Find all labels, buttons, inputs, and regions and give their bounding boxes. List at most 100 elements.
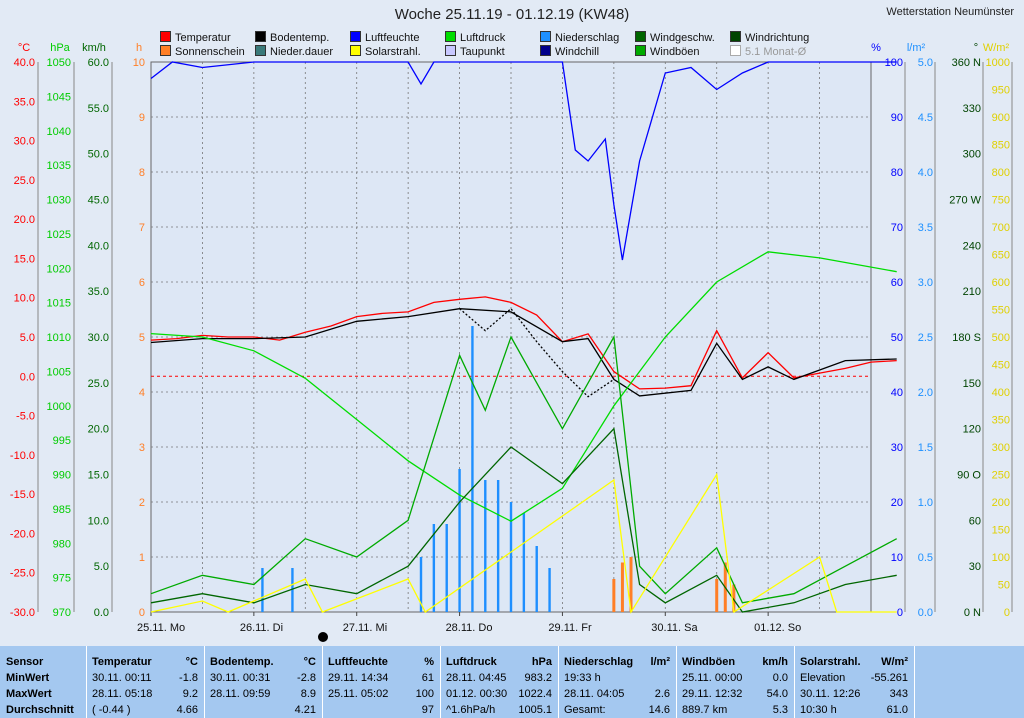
series-taupunkt	[459, 307, 615, 398]
axis-tick-label: 240	[963, 240, 981, 252]
bar-niederschlag	[458, 469, 461, 612]
axis-unit-label: °	[974, 42, 978, 54]
axis-tick-label: 10	[891, 552, 903, 564]
axis-tick-label: 180 S	[952, 332, 981, 344]
axis-tick-label: 150	[992, 525, 1010, 537]
day-label: 29.11. Fr	[548, 622, 592, 634]
legend-item-monat-avg[interactable]: 5.1 Monat-Ø	[730, 45, 806, 59]
axis-tick-label: 5.0	[94, 561, 109, 573]
axis-tick-label: 300	[963, 149, 981, 161]
axis-tick-label: 1020	[47, 263, 71, 275]
axis-tick-label: 1000	[986, 57, 1010, 69]
legend-item-niederdauer[interactable]: Nieder.dauer	[255, 45, 333, 59]
axis-tick-label: 1030	[47, 195, 71, 207]
axis-tick-label: 210	[963, 286, 981, 298]
axis-tick-label: 350	[992, 415, 1010, 427]
stats-col-rain: Niederschlag l/m² 19:33 h 28.11. 04:05 2.6…	[558, 646, 677, 718]
axis-tick-label: 10.0	[14, 293, 35, 305]
bar-niederschlag	[419, 557, 423, 612]
legend-swatch	[350, 31, 361, 42]
legend-item-windrichtung[interactable]: Windrichtung	[730, 31, 809, 45]
station-name: Wetterstation Neumünster	[886, 6, 1014, 18]
legend-item-temperatur[interactable]: Temperatur	[160, 31, 231, 45]
day-label: 26.11. Di	[240, 622, 283, 634]
axis-unit-label: W/m²	[983, 42, 1010, 54]
axis-tick-label: 20	[891, 497, 903, 509]
bar-niederschlag	[471, 326, 474, 612]
axis-tick-label: 600	[992, 277, 1010, 289]
axis-tick-label: 60	[891, 277, 903, 289]
bar-sonnenschein	[732, 584, 736, 612]
axis-tick-label: 60	[969, 515, 981, 527]
legend-swatch	[160, 31, 171, 42]
bar-sonnenschein	[715, 579, 719, 612]
axis-tick-label: 750	[992, 195, 1010, 207]
bar-sonnenschein	[629, 557, 633, 612]
axis-tick-label: 995	[53, 435, 71, 447]
bar-sonnenschein	[620, 562, 624, 612]
axis-tick-label: 4.5	[918, 112, 933, 124]
legend-item-bodentemp[interactable]: Bodentemp.	[255, 31, 329, 45]
axis-tick-label: 2.0	[918, 387, 933, 399]
legend-checkbox[interactable]	[730, 45, 741, 56]
axis-tick-label: 1035	[47, 160, 71, 172]
axis-tick-label: 50.0	[88, 149, 109, 161]
axis-tick-label: 550	[992, 305, 1010, 317]
axis-tick-label: 30.0	[88, 332, 109, 344]
axis-tick-label: 0 N	[964, 607, 981, 619]
axis-tick-label: 1.5	[918, 442, 933, 454]
axis-tick-label: 1015	[47, 298, 71, 310]
day-label: 27.11. Mi	[343, 622, 387, 634]
legend-item-taupunkt[interactable]: Taupunkt	[445, 45, 505, 59]
legend-item-luftfeuchte[interactable]: Luftfeuchte	[350, 31, 419, 45]
axis-tick-label: 100	[992, 552, 1010, 564]
axis-tick-label: 980	[53, 538, 71, 550]
axis-tick-label: -20.0	[10, 528, 35, 540]
axis-tick-label: 80	[891, 167, 903, 179]
axis-tick-label: 40.0	[88, 240, 109, 252]
axis-tick-label: 400	[992, 387, 1010, 399]
legend-swatch	[445, 31, 456, 42]
legend-item-luftdruck[interactable]: Luftdruck	[445, 31, 505, 45]
axis-tick-label: 3.0	[918, 277, 933, 289]
axis-tick-label: -15.0	[10, 489, 35, 501]
axis-tick-label: 950	[992, 85, 1010, 97]
axis-tick-label: 700	[992, 222, 1010, 234]
axis-tick-label: 0.0	[20, 371, 35, 383]
axis-unit-label: km/h	[82, 42, 106, 54]
series-bodentemp	[150, 308, 897, 397]
axis-tick-label: 25.0	[14, 175, 35, 187]
bar-niederschlag	[509, 502, 513, 612]
legend-item-windboeen[interactable]: Windböen	[635, 45, 700, 59]
legend-swatch	[255, 45, 266, 56]
bar-niederschlag	[484, 480, 487, 612]
axis-tick-label: 45.0	[88, 195, 109, 207]
legend-item-niederschlag[interactable]: Niederschlag	[540, 31, 619, 45]
axis-tick-label: 985	[53, 504, 71, 516]
axis-tick-label: 20.0	[88, 424, 109, 436]
axis-tick-label: 2	[139, 497, 145, 509]
axis-unit-label: °C	[18, 42, 30, 54]
chart-title: Woche 25.11.19 - 01.12.19 (KW48)	[394, 6, 630, 23]
legend-item-windgeschw[interactable]: Windgeschw.	[635, 31, 715, 45]
axis-tick-label: 90 O	[957, 470, 981, 482]
legend-swatch	[160, 45, 171, 56]
bar-niederschlag	[291, 568, 294, 612]
axis-tick-label: 3	[139, 442, 145, 454]
axis-tick-label: 1005	[47, 366, 71, 378]
axis-tick-label: 35.0	[14, 96, 35, 108]
series-luftfeuchte	[150, 61, 897, 261]
axis-tick-label: 360 N	[952, 57, 981, 69]
axis-tick-label: 4.0	[918, 167, 933, 179]
axis-tick-label: 6	[139, 277, 145, 289]
axis-tick-label: 800	[992, 167, 1010, 179]
legend-swatch	[730, 31, 741, 42]
legend-item-windchill[interactable]: Windchill	[540, 45, 599, 59]
legend-swatch	[635, 45, 646, 56]
weather-chart: 40.035.030.025.020.015.010.05.00.0-5.0-1…	[10, 42, 1013, 642]
bar-niederschlag	[261, 568, 264, 612]
legend-swatch	[540, 31, 551, 42]
legend-item-sonnenschein[interactable]: Sonnenschein	[160, 45, 245, 59]
legend-item-solarstrahl[interactable]: Solarstrahl.	[350, 45, 421, 59]
axis-tick-label: 50	[891, 332, 903, 344]
